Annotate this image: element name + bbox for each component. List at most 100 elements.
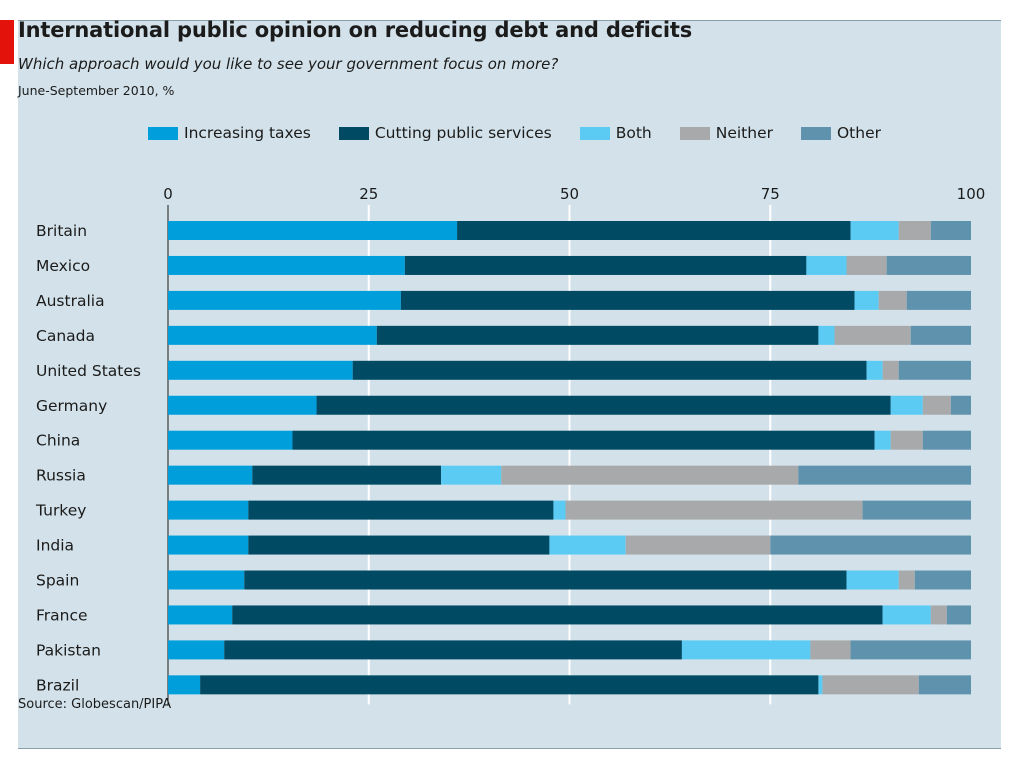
bar-segment — [910, 325, 971, 345]
bar-segment — [930, 605, 947, 625]
bar-segment — [818, 675, 823, 695]
category-label: Britain — [36, 222, 87, 240]
x-tick-label: 50 — [560, 185, 579, 203]
bar-segment — [232, 605, 883, 625]
bar-segment — [168, 500, 249, 520]
category-label: France — [36, 606, 88, 624]
bar-segment — [549, 535, 626, 555]
bar-segment — [822, 675, 919, 695]
bar-segment — [878, 290, 907, 310]
category-label: India — [36, 537, 74, 555]
bar-segment — [906, 290, 971, 310]
bar-segment — [866, 360, 883, 380]
bar-segment — [898, 360, 971, 380]
category-label: China — [36, 432, 80, 450]
bar-segment — [404, 255, 807, 275]
legend-swatch — [800, 126, 831, 140]
bar-segment — [914, 570, 971, 590]
bar-segment — [918, 675, 971, 695]
bar-segment — [168, 570, 245, 590]
bar-segment — [168, 221, 458, 240]
bar-segment — [806, 255, 847, 275]
bar-segment — [862, 500, 971, 520]
category-label: Turkey — [35, 502, 86, 520]
bar-segment — [248, 500, 554, 520]
legend-label: Neither — [715, 124, 773, 142]
chart-background — [18, 20, 1001, 749]
red-accent-bar — [0, 20, 14, 64]
bar-segment — [168, 535, 249, 555]
bar-segment — [898, 570, 915, 590]
bar-segment — [168, 290, 401, 310]
category-label: Brazil — [36, 676, 79, 694]
bar-segment — [890, 395, 923, 415]
x-tick-label: 75 — [761, 185, 780, 203]
legend-swatch — [679, 126, 710, 140]
chart-subtitle: Which approach would you like to see you… — [18, 55, 559, 73]
bar-segment — [168, 605, 233, 625]
bar-segment — [798, 465, 971, 485]
bar-segment — [898, 221, 931, 240]
bar-segment — [457, 221, 851, 240]
bar-segment — [922, 430, 971, 450]
bar-segment — [625, 535, 771, 555]
bar-segment — [854, 290, 879, 310]
bar-segment — [168, 255, 405, 275]
category-label: United States — [36, 362, 141, 380]
x-tick-label: 25 — [359, 185, 378, 203]
legend-label: Increasing taxes — [184, 124, 311, 142]
bar-segment — [244, 570, 847, 590]
bar-segment — [200, 675, 819, 695]
category-label: Canada — [36, 327, 95, 345]
bar-segment — [846, 255, 887, 275]
bar-segment — [168, 640, 225, 660]
bar-segment — [252, 465, 442, 485]
bar-segment — [886, 255, 971, 275]
chart-note: June-September 2010, % — [18, 83, 175, 98]
bar-segment — [930, 221, 971, 240]
legend-label: Both — [615, 124, 652, 142]
legend-swatch — [148, 126, 178, 140]
category-label: Australia — [36, 292, 105, 310]
legend-label: Other — [836, 124, 881, 142]
bar-segment — [810, 640, 851, 660]
legend: Increasing taxes Cutting public services B… — [148, 121, 909, 145]
legend-item: Other — [800, 124, 881, 142]
legend-item: Neither — [679, 124, 773, 142]
category-label: Spain — [36, 572, 79, 590]
bar-segment — [890, 430, 923, 450]
source-note: Source: Globescan/PIPA — [18, 697, 172, 712]
chart-title: International public opinion on reducing… — [18, 18, 693, 42]
bar-segment — [882, 360, 899, 380]
bar-segment — [376, 325, 819, 345]
legend-label: Cutting public services — [374, 124, 552, 142]
category-label: Russia — [36, 467, 86, 485]
bar-segment — [501, 465, 799, 485]
bar-segment — [950, 395, 971, 415]
bar-segment — [770, 535, 971, 555]
bar-segment — [850, 221, 899, 240]
bar-segment — [352, 360, 867, 380]
bar-segment — [441, 465, 502, 485]
bar-segment — [946, 605, 971, 625]
bar-segment — [565, 500, 863, 520]
bar-segment — [400, 290, 855, 310]
bar-segment — [168, 675, 201, 695]
bar-segment — [168, 325, 377, 345]
x-tick-label: 100 — [957, 185, 986, 203]
bar-segment — [168, 395, 317, 415]
bar-segment — [834, 325, 911, 345]
bar-segment — [168, 465, 253, 485]
bar-segment — [882, 605, 931, 625]
bar-segment — [224, 640, 682, 660]
bar-segment — [874, 430, 891, 450]
bar-segment — [248, 535, 550, 555]
bar-segment — [316, 395, 891, 415]
x-tick-label: 0 — [163, 185, 173, 203]
bar-segment — [681, 640, 811, 660]
bar-segment — [846, 570, 899, 590]
bar-segment — [168, 360, 353, 380]
bar-segment — [168, 430, 293, 450]
bar-segment — [850, 640, 971, 660]
